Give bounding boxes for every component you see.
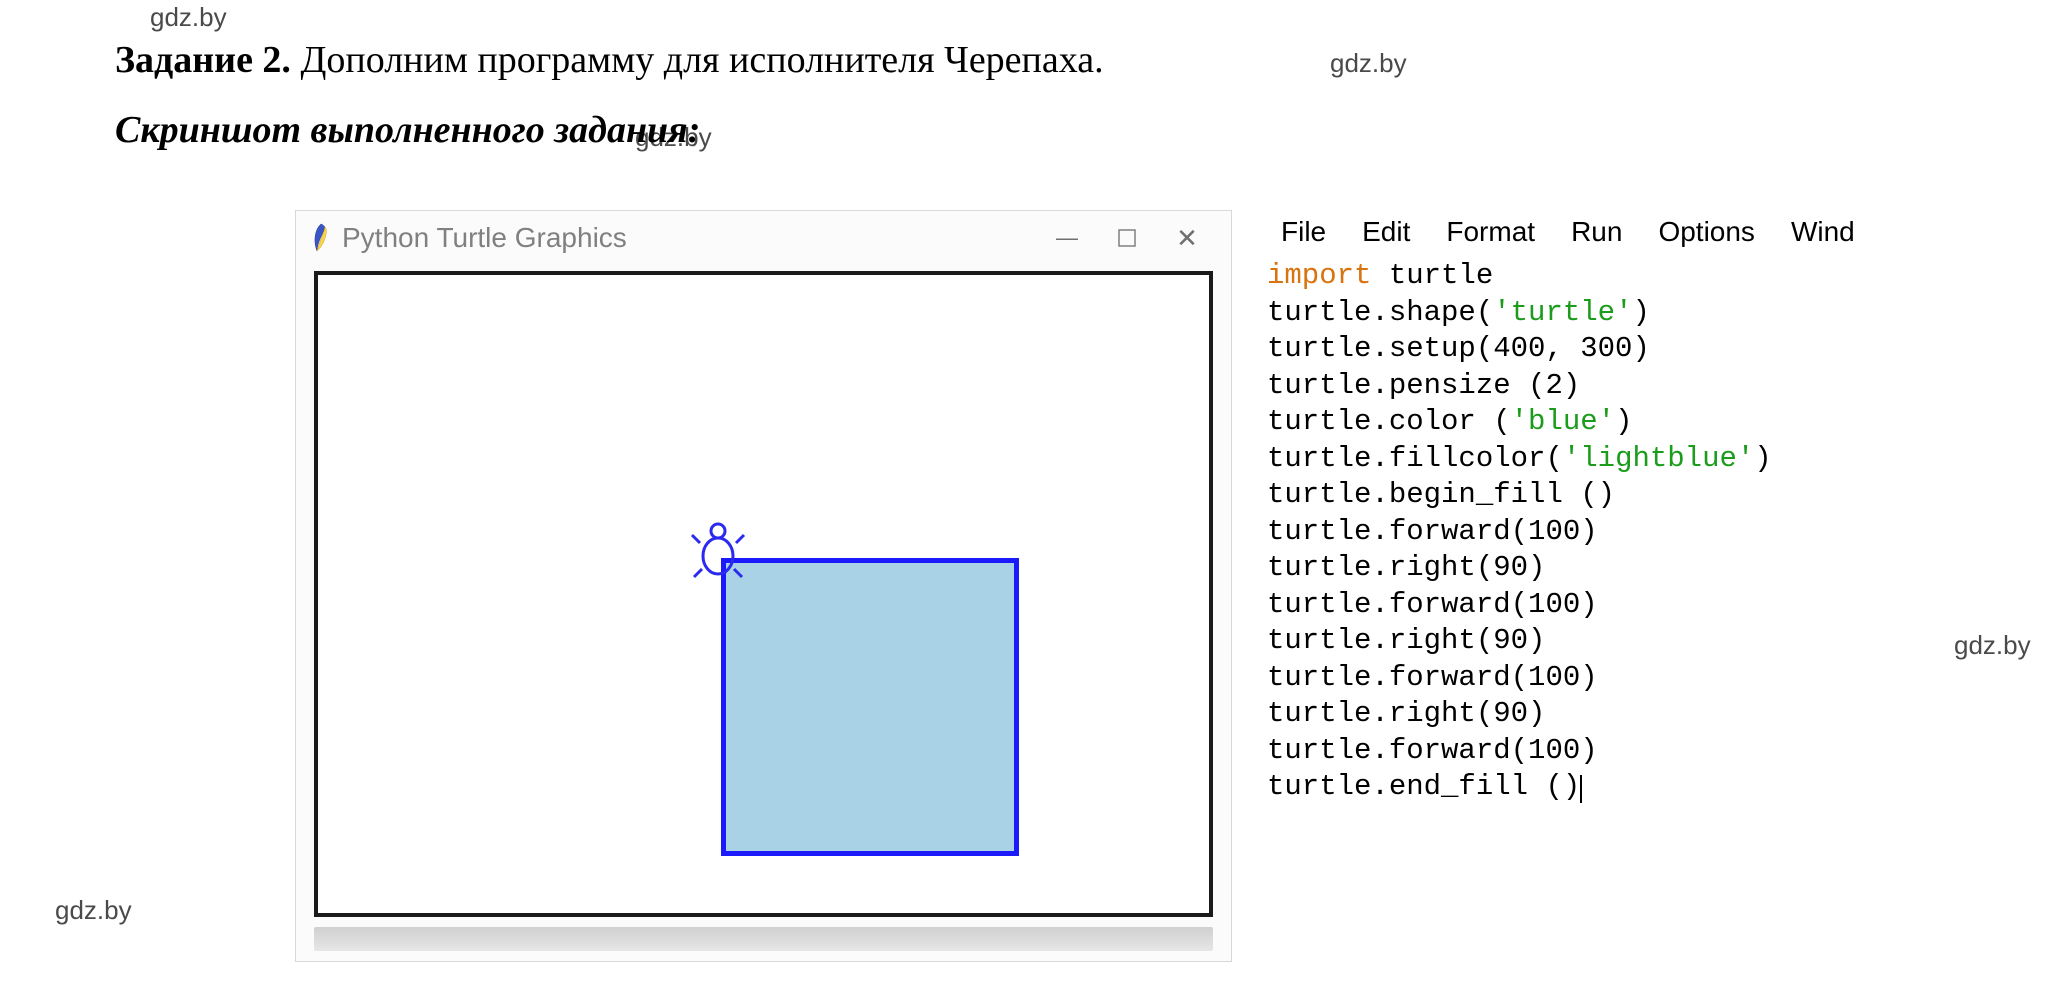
turtle-titlebar: Python Turtle Graphics — ✕ [296, 211, 1231, 265]
task-text: Дополним программу для исполнителя Череп… [291, 39, 1104, 81]
code-string: 'lightblue' [1563, 442, 1754, 475]
turtle-graphics-window: Python Turtle Graphics — ✕ [295, 210, 1232, 962]
menu-format[interactable]: Format [1428, 216, 1553, 248]
turtle-window-title: Python Turtle Graphics [342, 222, 627, 254]
python-feather-icon [310, 223, 332, 253]
watermark: gdz.by [55, 895, 132, 926]
maximize-button[interactable] [1097, 218, 1157, 258]
maximize-icon [1118, 229, 1136, 247]
close-button[interactable]: ✕ [1157, 218, 1217, 258]
horizontal-scrollbar[interactable] [314, 927, 1213, 951]
menu-window[interactable]: Wind [1773, 216, 1873, 248]
menu-options[interactable]: Options [1640, 216, 1773, 248]
idle-code-area[interactable]: import turtle turtle.shape('turtle') tur… [1257, 254, 1897, 806]
task-heading: Задание 2. Дополним программу для исполн… [115, 38, 1104, 82]
menu-run[interactable]: Run [1553, 216, 1640, 248]
turtle-canvas [314, 271, 1213, 917]
menu-edit[interactable]: Edit [1344, 216, 1428, 248]
idle-menubar: File Edit Format Run Options Wind [1257, 210, 1897, 254]
subheading: Скриншот выполненного задания: [115, 108, 700, 152]
drawn-square [721, 558, 1019, 856]
watermark: gdz.by [1954, 630, 2031, 661]
code-string: 'turtle' [1493, 296, 1632, 329]
idle-editor-window: File Edit Format Run Options Wind import… [1257, 210, 1897, 960]
menu-file[interactable]: File [1263, 216, 1344, 248]
watermark: gdz.by [1330, 48, 1407, 79]
code-string: 'blue' [1511, 405, 1615, 438]
watermark: gdz.by [150, 2, 227, 33]
text-caret [1580, 775, 1582, 803]
task-label: Задание 2. [115, 39, 291, 81]
code-keyword: import [1267, 259, 1371, 292]
turtle-shape-icon [688, 521, 748, 581]
minimize-button[interactable]: — [1037, 218, 1097, 258]
